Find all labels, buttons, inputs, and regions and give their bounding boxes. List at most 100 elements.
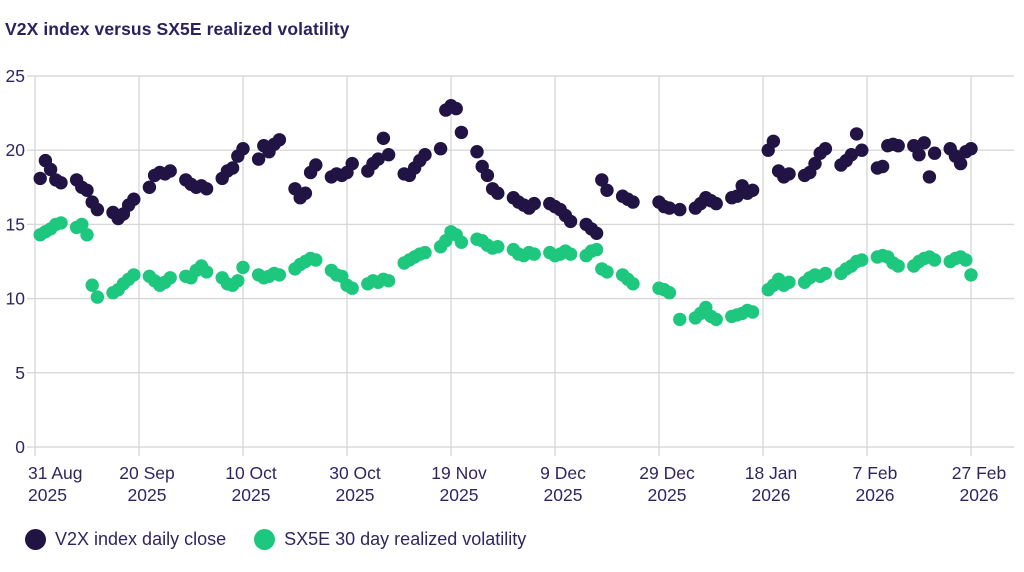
x-tick-label: 18 Jan — [745, 463, 798, 483]
v2x-data-point — [142, 180, 157, 194]
v2x-data-point — [454, 125, 469, 140]
sx5e-data-point — [855, 253, 869, 267]
v2x-data-point — [163, 164, 177, 178]
v2x-data-point — [376, 131, 391, 145]
v2x-series-dot-icon — [25, 528, 46, 550]
x-tick-label: 20 Sep — [119, 463, 174, 483]
v2x-data-point — [922, 170, 937, 184]
x-tick-label-year: 2025 — [440, 485, 479, 505]
y-tick-label: 10 — [6, 289, 26, 309]
sx5e-data-point — [626, 277, 640, 291]
sx5e-data-point — [309, 253, 323, 267]
sx5e-data-point — [199, 265, 214, 279]
x-tick-label: 31 Aug — [28, 463, 83, 483]
v2x-data-point — [236, 142, 250, 156]
v2x-data-point — [298, 186, 313, 200]
v2x-data-point — [470, 145, 484, 159]
x-tick-label-year: 2026 — [752, 485, 791, 505]
sx5e-data-point — [345, 281, 359, 295]
sx5e-data-point — [600, 265, 614, 279]
v2x-data-point — [964, 142, 978, 156]
sx5e-data-point — [959, 253, 973, 267]
x-tick-label: 19 Nov — [431, 463, 487, 483]
x-tick-label: 27 Feb — [952, 463, 1006, 483]
chart-legend: V2X index daily close SX5E 30 day realiz… — [25, 520, 526, 558]
x-tick-label: 29 Dec — [639, 463, 695, 483]
v2x-data-point — [33, 171, 47, 186]
x-tick-label: 30 Oct — [329, 463, 381, 483]
v2x-data-point — [849, 127, 864, 141]
sx5e-data-point — [231, 274, 245, 288]
sx5e-data-point — [127, 268, 141, 282]
v2x-data-point — [90, 202, 105, 217]
v2x-data-point — [491, 186, 505, 200]
sx5e-data-point — [964, 268, 978, 282]
v2x-data-point — [600, 183, 614, 197]
y-tick-label: 25 — [6, 66, 25, 86]
x-tick-label: 9 Dec — [540, 463, 586, 483]
v2x-data-point — [527, 196, 541, 211]
v2x-data-point — [43, 162, 58, 177]
sx5e-data-point — [745, 305, 760, 319]
y-tick-label: 0 — [15, 437, 25, 457]
x-tick-label-year: 2025 — [232, 485, 271, 505]
sx5e-data-point — [673, 312, 687, 327]
sx5e-data-point — [662, 286, 677, 300]
v2x-data-point — [199, 182, 214, 196]
v2x-data-point — [662, 201, 677, 215]
sx5e-data-point — [589, 242, 604, 257]
v2x-data-point — [225, 161, 240, 175]
v2x-data-point — [127, 192, 141, 206]
sx5e-data-point — [927, 253, 942, 267]
sx5e-data-point — [54, 216, 68, 230]
v2x-data-point — [844, 148, 859, 162]
sx5e-data-point — [563, 247, 578, 261]
sx5e-data-point — [418, 245, 432, 260]
v2x-data-point — [875, 159, 890, 174]
v2x-data-point — [626, 195, 640, 209]
v2x-data-point — [855, 143, 869, 157]
v2x-data-point — [80, 183, 94, 197]
x-tick-label-year: 2026 — [960, 485, 999, 505]
y-tick-label: 15 — [6, 214, 25, 234]
x-tick-label-year: 2025 — [128, 485, 167, 505]
v2x-data-point — [595, 173, 609, 187]
v2x-data-point — [589, 226, 604, 240]
v2x-data-point — [745, 183, 760, 197]
v2x-data-point — [953, 156, 968, 171]
sx5e-data-point — [90, 290, 105, 304]
sx5e-data-point — [527, 247, 541, 261]
v2x-data-point — [673, 202, 687, 217]
v2x-data-point — [309, 158, 323, 172]
sx5e-data-point — [709, 312, 723, 327]
y-tick-label: 5 — [15, 363, 25, 383]
v2x-data-point — [251, 152, 266, 166]
x-tick-label-year: 2025 — [544, 485, 583, 505]
legend-item-sx5e: SX5E 30 day realized volatility — [254, 528, 526, 550]
sx5e-data-point — [891, 259, 905, 273]
sx5e-data-point — [491, 240, 505, 254]
v2x-data-point — [272, 133, 287, 147]
x-tick-label: 7 Feb — [853, 463, 898, 483]
v2x-data-point — [818, 142, 833, 156]
chart-title: V2X index versus SX5E realized volatilit… — [5, 19, 350, 39]
sx5e-data-point — [80, 228, 94, 242]
v2x-data-point — [766, 134, 781, 148]
sx5e-data-point — [85, 278, 99, 292]
v2x-data-point — [808, 156, 822, 171]
legend-label-v2x: V2X index daily close — [55, 528, 227, 549]
legend-item-v2x: V2X index daily close — [25, 528, 227, 550]
v2x-data-point — [730, 189, 744, 203]
y-tick-label: 20 — [6, 140, 26, 160]
sx5e-series-dot-icon — [254, 528, 276, 550]
sx5e-data-point — [272, 268, 287, 282]
x-tick-label-year: 2026 — [856, 485, 895, 505]
v2x-data-point — [709, 196, 723, 211]
v2x-data-point — [449, 101, 463, 116]
sx5e-data-point — [163, 271, 177, 285]
v2x-data-point — [917, 136, 931, 150]
sx5e-data-point — [381, 274, 396, 288]
v2x-data-point — [782, 167, 796, 181]
